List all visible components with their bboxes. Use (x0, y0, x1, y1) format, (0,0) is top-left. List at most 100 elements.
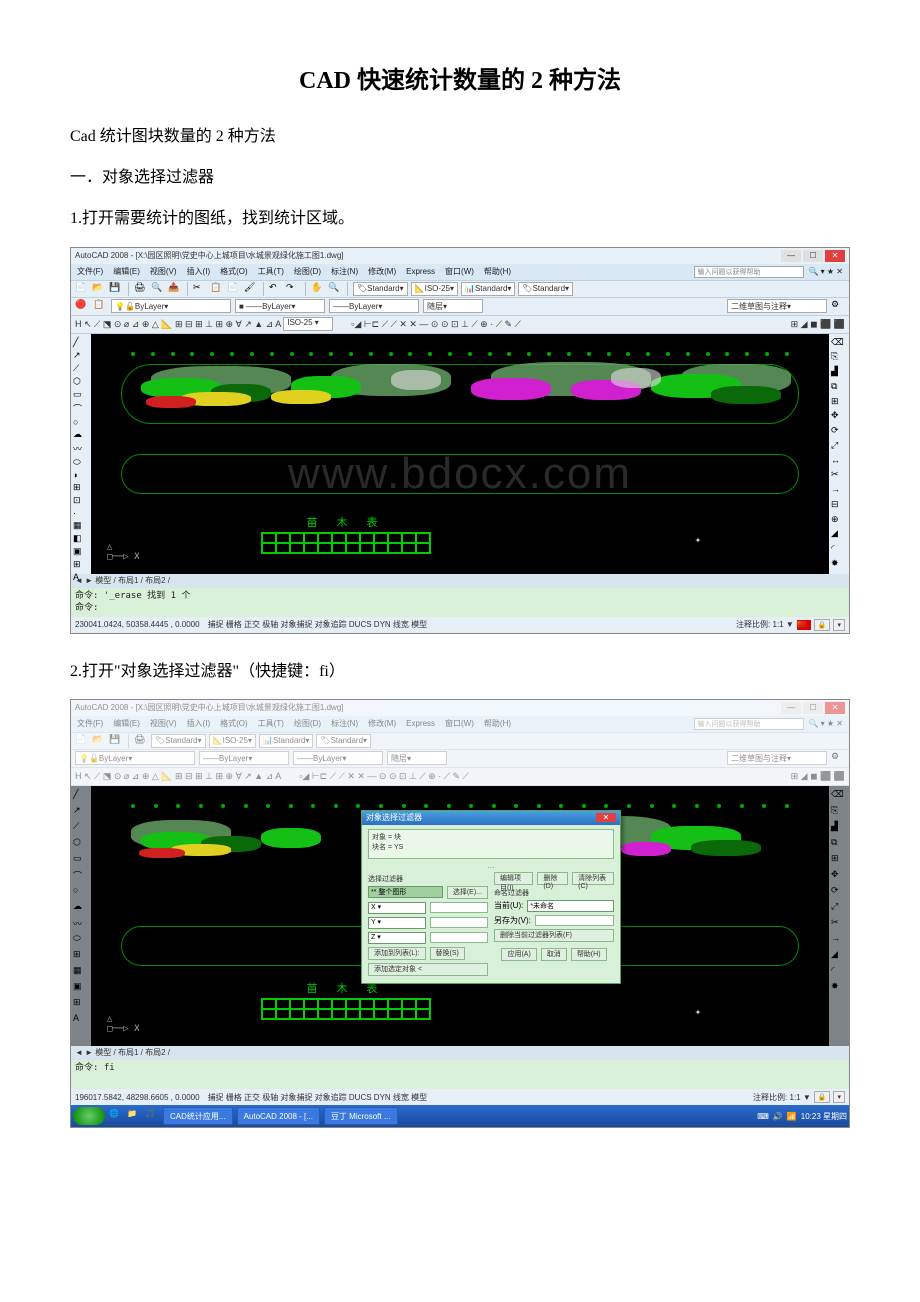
menu-file[interactable]: 文件(F) (77, 266, 103, 277)
pline-icon-2[interactable]: ⟋ (73, 821, 87, 835)
delete-button[interactable]: 删除(D) (537, 872, 568, 885)
fillet-icon[interactable]: ◜ (831, 543, 845, 556)
extend-icon-2[interactable]: → (831, 933, 845, 947)
style-combo-1b[interactable]: 🏷 Standard ▾ (151, 734, 206, 748)
fillet-icon-2[interactable]: ◜ (831, 965, 845, 979)
apply-button[interactable]: 应用(A) (501, 948, 536, 961)
modify-tools-icons-2[interactable]: ▫◢ ⊢⊏ ⟋ ⟋ ✕ ✕ — ⊙ ⊙ ⊡ ⊥ ⟋ ⊕ · ⟋ ✎ ⟋ (299, 771, 469, 782)
cut-icon[interactable]: ✂ (193, 282, 207, 296)
menu-window[interactable]: 窗口(W) (445, 266, 474, 277)
extend-icon[interactable]: → (831, 484, 845, 497)
minimize-icon-2[interactable]: — (781, 702, 801, 714)
style-combo-3[interactable]: 📊 Standard ▾ (461, 282, 515, 296)
hatch-icon-2[interactable]: ▦ (73, 965, 87, 979)
gear-icon-2[interactable]: ⚙ (831, 751, 845, 765)
open-icon-2[interactable]: 📂 (92, 734, 106, 748)
rect-icon[interactable]: ▭ (73, 389, 87, 400)
rotate-icon-2[interactable]: ⟳ (831, 885, 845, 899)
current-filter-combo[interactable]: *未命名 (527, 900, 614, 912)
close-icon-2[interactable]: ✕ (825, 702, 845, 714)
close-icon[interactable]: ✕ (825, 250, 845, 262)
task-word[interactable]: 豆丁 Microsoft ... (324, 1107, 398, 1125)
preview-icon[interactable]: 🔍 (151, 282, 165, 296)
menu-express[interactable]: Express (406, 267, 435, 276)
circle-icon[interactable]: ○ (73, 417, 87, 427)
tray-volume-icon[interactable]: 🔊 (773, 1112, 783, 1121)
paste-icon[interactable]: 📄 (227, 282, 241, 296)
ql-media-icon[interactable]: 🎵 (145, 1109, 159, 1123)
xline-icon-2[interactable]: ↗ (73, 805, 87, 819)
table-icon[interactable]: ⊞ (73, 559, 87, 570)
dim-style-combo[interactable]: ISO-25 ▾ (283, 317, 333, 331)
color-combo-2[interactable]: 随层 ▾ (387, 751, 447, 765)
arc-icon-2[interactable]: ⌒ (73, 869, 87, 883)
maximize-icon[interactable]: ☐ (803, 250, 823, 262)
copy2-icon[interactable]: ⎘ (831, 351, 845, 364)
menu-edit[interactable]: 编辑(E) (113, 266, 140, 277)
array-icon-2[interactable]: ⊞ (831, 853, 845, 867)
drawing-canvas-2[interactable]: 苗 木 表 △□──▷ X ✦ 对象选择过滤器 ✕ 对象 = 块 块名 (91, 786, 829, 1046)
move-icon-2[interactable]: ✥ (831, 869, 845, 883)
x-input[interactable] (430, 902, 488, 913)
zoom-icon[interactable]: 🔍 (328, 282, 342, 296)
add-to-list-button[interactable]: 添加到列表(L): (368, 947, 426, 960)
replace-button[interactable]: 替换(S) (430, 947, 465, 960)
mtext-icon[interactable]: A (73, 572, 87, 582)
render-tools-icons[interactable]: ⊞ ◢ ◼ ⬛ ⬛ (791, 319, 845, 330)
z-input[interactable] (430, 932, 488, 943)
menu-insert-2[interactable]: 插入(I) (187, 718, 211, 729)
add-selected-button[interactable]: 添加选定对象 < (368, 963, 488, 976)
mirror-icon[interactable]: ▟ (831, 366, 845, 379)
erase-icon-2[interactable]: ⌫ (831, 789, 845, 803)
command-area[interactable]: 命令: '_erase 找到 1 个 命令: (71, 588, 849, 617)
menu-format[interactable]: 格式(O) (220, 266, 248, 277)
menu-tools-2[interactable]: 工具(T) (258, 718, 284, 729)
drawing-canvas[interactable]: www.bdocx.com 苗 木 表 △□──▷ X ✦ (91, 334, 829, 574)
menu-format-2[interactable]: 格式(O) (220, 718, 248, 729)
revcloud-icon-2[interactable]: ☁ (73, 901, 87, 915)
search-icon[interactable]: 🔍 ▾ ★ ✕ (808, 267, 843, 276)
menu-tools[interactable]: 工具(T) (258, 266, 284, 277)
trim-icon-2[interactable]: ✂ (831, 917, 845, 931)
join-icon[interactable]: ⊕ (831, 514, 845, 527)
filter-type-combo[interactable]: ** 整个图形 (368, 886, 443, 898)
sb-lock-icon-2[interactable]: 🔒 (814, 1091, 831, 1103)
layer-combo-2[interactable]: 💡🔓 ByLayer ▾ (75, 751, 195, 765)
scale-icon-2[interactable]: ⤢ (831, 901, 845, 915)
redo-icon[interactable]: ↷ (286, 282, 300, 296)
polygon-icon-2[interactable]: ⬡ (73, 837, 87, 851)
tray-network-icon[interactable]: 📶 (787, 1112, 797, 1121)
status-toggles[interactable]: 捕捉 栅格 正交 极轴 对象捕捉 对象追踪 DUCS DYN 线宽 模型 (208, 619, 428, 630)
explode-icon[interactable]: ✸ (831, 558, 845, 571)
menu-file-2[interactable]: 文件(F) (77, 718, 103, 729)
lineweight-combo[interactable]: 随层 ▾ (423, 299, 483, 313)
style-combo-2b[interactable]: 📐 ISO-25 ▾ (209, 734, 256, 748)
task-autocad[interactable]: AutoCAD 2008 - [... (237, 1107, 320, 1125)
offset-icon-2[interactable]: ⧉ (831, 837, 845, 851)
print-icon-2[interactable]: 🖨 (134, 734, 148, 748)
saveas-input[interactable] (535, 915, 614, 926)
menu-help-2[interactable]: 帮助(H) (484, 718, 511, 729)
insert-icon[interactable]: ⊞ (73, 482, 87, 493)
ellipse-icon-2[interactable]: ⬭ (73, 933, 87, 947)
gear-icon[interactable]: ⚙ (831, 299, 845, 313)
chamfer-icon[interactable]: ◢ (831, 528, 845, 541)
polygon-icon[interactable]: ⬡ (73, 376, 87, 387)
hatch-icon[interactable]: ▦ (73, 520, 87, 531)
new-icon-2[interactable]: 📄 (75, 734, 89, 748)
menu-express-2[interactable]: Express (406, 719, 435, 728)
command-area-2[interactable]: 命令: fi (71, 1060, 849, 1089)
lineweight-combo-2[interactable]: —— ByLayer ▾ (293, 751, 383, 765)
model-tabs[interactable]: ◄ ► 模型 / 布局1 / 布局2 / (71, 574, 849, 588)
menu-draw[interactable]: 绘图(D) (294, 266, 321, 277)
mirror-icon-2[interactable]: ▟ (831, 821, 845, 835)
layer-icon[interactable]: 🔴 (75, 299, 89, 313)
pline-icon[interactable]: ⟋ (73, 363, 87, 374)
menu-edit-2[interactable]: 编辑(E) (113, 718, 140, 729)
status-toggles-2[interactable]: 捕捉 栅格 正交 极轴 对象捕捉 对象追踪 DUCS DYN 线宽 模型 (208, 1092, 428, 1103)
modify-tools-icons[interactable]: ▫◢ ⊢⊏ ⟋ ⟋ ✕ ✕ — ⊙ ⊙ ⊡ ⊥ ⟋ ⊕ · ⟋ ✎ ⟋ (351, 319, 521, 330)
circle-icon-2[interactable]: ○ (73, 885, 87, 899)
trim-icon[interactable]: ✂ (831, 469, 845, 482)
cancel-button[interactable]: 取消 (541, 948, 567, 961)
undo-icon[interactable]: ↶ (269, 282, 283, 296)
